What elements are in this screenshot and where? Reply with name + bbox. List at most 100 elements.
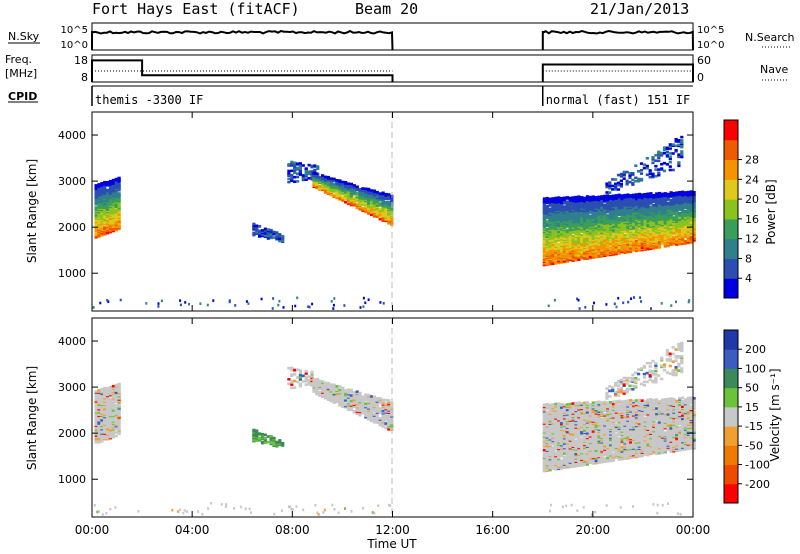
cpid-segment-label: themis -3300 IF [95,93,203,107]
range-gate-cell [332,194,336,197]
range-gate-cell [287,378,291,381]
range-gate-cell [260,233,265,237]
range-gate-cell [364,301,367,305]
range-gate-cell [577,258,581,261]
range-gate-cell [672,216,676,219]
range-gate-cell [678,191,682,194]
range-gate-cell [278,239,282,243]
range-gate-cell [626,193,630,196]
range-gate-cell [332,177,336,181]
range-gate-cell [560,223,564,227]
range-gate-cell [545,241,549,244]
range-gate-cell [367,187,371,191]
range-gate-cell [364,201,368,205]
range-gate-cell [557,242,561,246]
range-gate-cell [346,191,351,194]
range-gate-cell [296,296,299,300]
range-gate-cell [680,150,684,153]
range-gate-cell [313,168,317,172]
range-gate-cell [551,243,555,247]
range-gate-cell [344,187,348,191]
range-gate-cell [361,201,365,205]
range-gate-cell [580,214,584,218]
range-gate-cell [114,383,118,387]
range-gate-cell [677,139,681,142]
range-gate-cell [568,239,572,243]
range-gate-cell [548,230,552,234]
range-gate-cell [343,304,346,307]
range-gate-cell [571,220,575,224]
range-gate-cell [352,196,356,199]
range-gate-cell [117,202,121,205]
range-gate-cell [669,199,673,202]
range-gate-cell [355,192,359,195]
range-gate-cell [304,375,308,379]
range-gate-cell [660,167,664,170]
range-gate-cell [665,154,669,157]
range-gate-cell [117,215,121,218]
range-gate-cell [271,307,274,310]
range-gate-cell [625,170,629,174]
range-gate-cell [565,213,569,217]
range-gate-cell [97,203,101,206]
range-gate-cell [367,202,371,205]
range-gate-cell [358,391,362,395]
range-gate-cell [362,296,365,300]
range-gate-cell [258,225,262,228]
range-gate-cell [554,214,558,217]
range-gate-cell [290,379,294,383]
range-gate-cell [287,169,291,173]
range-gate-cell [545,220,549,223]
range-gate-cell [597,246,601,250]
range-gate-cell [545,251,549,254]
range-gate-cell [323,185,328,189]
range-gate-cell [585,247,590,250]
range-gate-cell [329,383,333,386]
range-gate-cell [657,168,661,171]
range-gate-cell [574,251,578,254]
colorbar-tick-label: 24 [745,173,759,186]
range-gate-cell [344,389,348,392]
range-gate-cell [370,189,374,192]
range-gate-cell [263,232,267,235]
range-gate-cell [571,196,575,199]
range-gate-cell [349,394,353,397]
range-gate-cell [287,172,291,175]
range-gate-cell [260,440,265,444]
range-gate-cell [318,390,322,394]
range-gate-cell [611,184,615,188]
range-gate-cell [352,410,356,413]
range-gate-cell [387,222,391,225]
range-gate-cell [308,305,311,309]
range-gate-cell [255,227,259,231]
range-gate-cell [585,195,590,198]
range-gate-cell [580,235,584,239]
range-gate-cell [652,193,656,197]
colorbar-tick-label: 16 [745,213,759,226]
range-gate-cell [111,178,115,182]
range-gate-cell [364,205,368,208]
range-gate-cell [623,251,627,254]
range-gate-cell [387,216,391,220]
range-gate-cell [381,214,385,218]
range-gate-cell [551,256,555,260]
range-gate-cell [568,201,572,204]
range-gate-cell [301,178,305,182]
range-gate-cell [245,300,248,303]
range-gate-cell [568,196,572,200]
range-gate-cell [290,169,294,173]
nave-label: Nave [760,63,788,76]
range-gate-cell [657,173,661,177]
range-gate-cell [332,183,336,186]
range-gate-cell [184,301,187,304]
range-gate-cell [387,193,391,196]
range-gate-cell [106,199,110,203]
range-gate-cell [108,398,113,401]
range-gate-cell [557,222,561,226]
range-gate-cell [296,180,300,183]
range-gate-cell [114,431,118,434]
range-gate-cell [574,219,578,222]
range-gate-cell [304,171,308,175]
range-gate-cell [287,366,291,370]
range-gate-cell [557,212,561,216]
